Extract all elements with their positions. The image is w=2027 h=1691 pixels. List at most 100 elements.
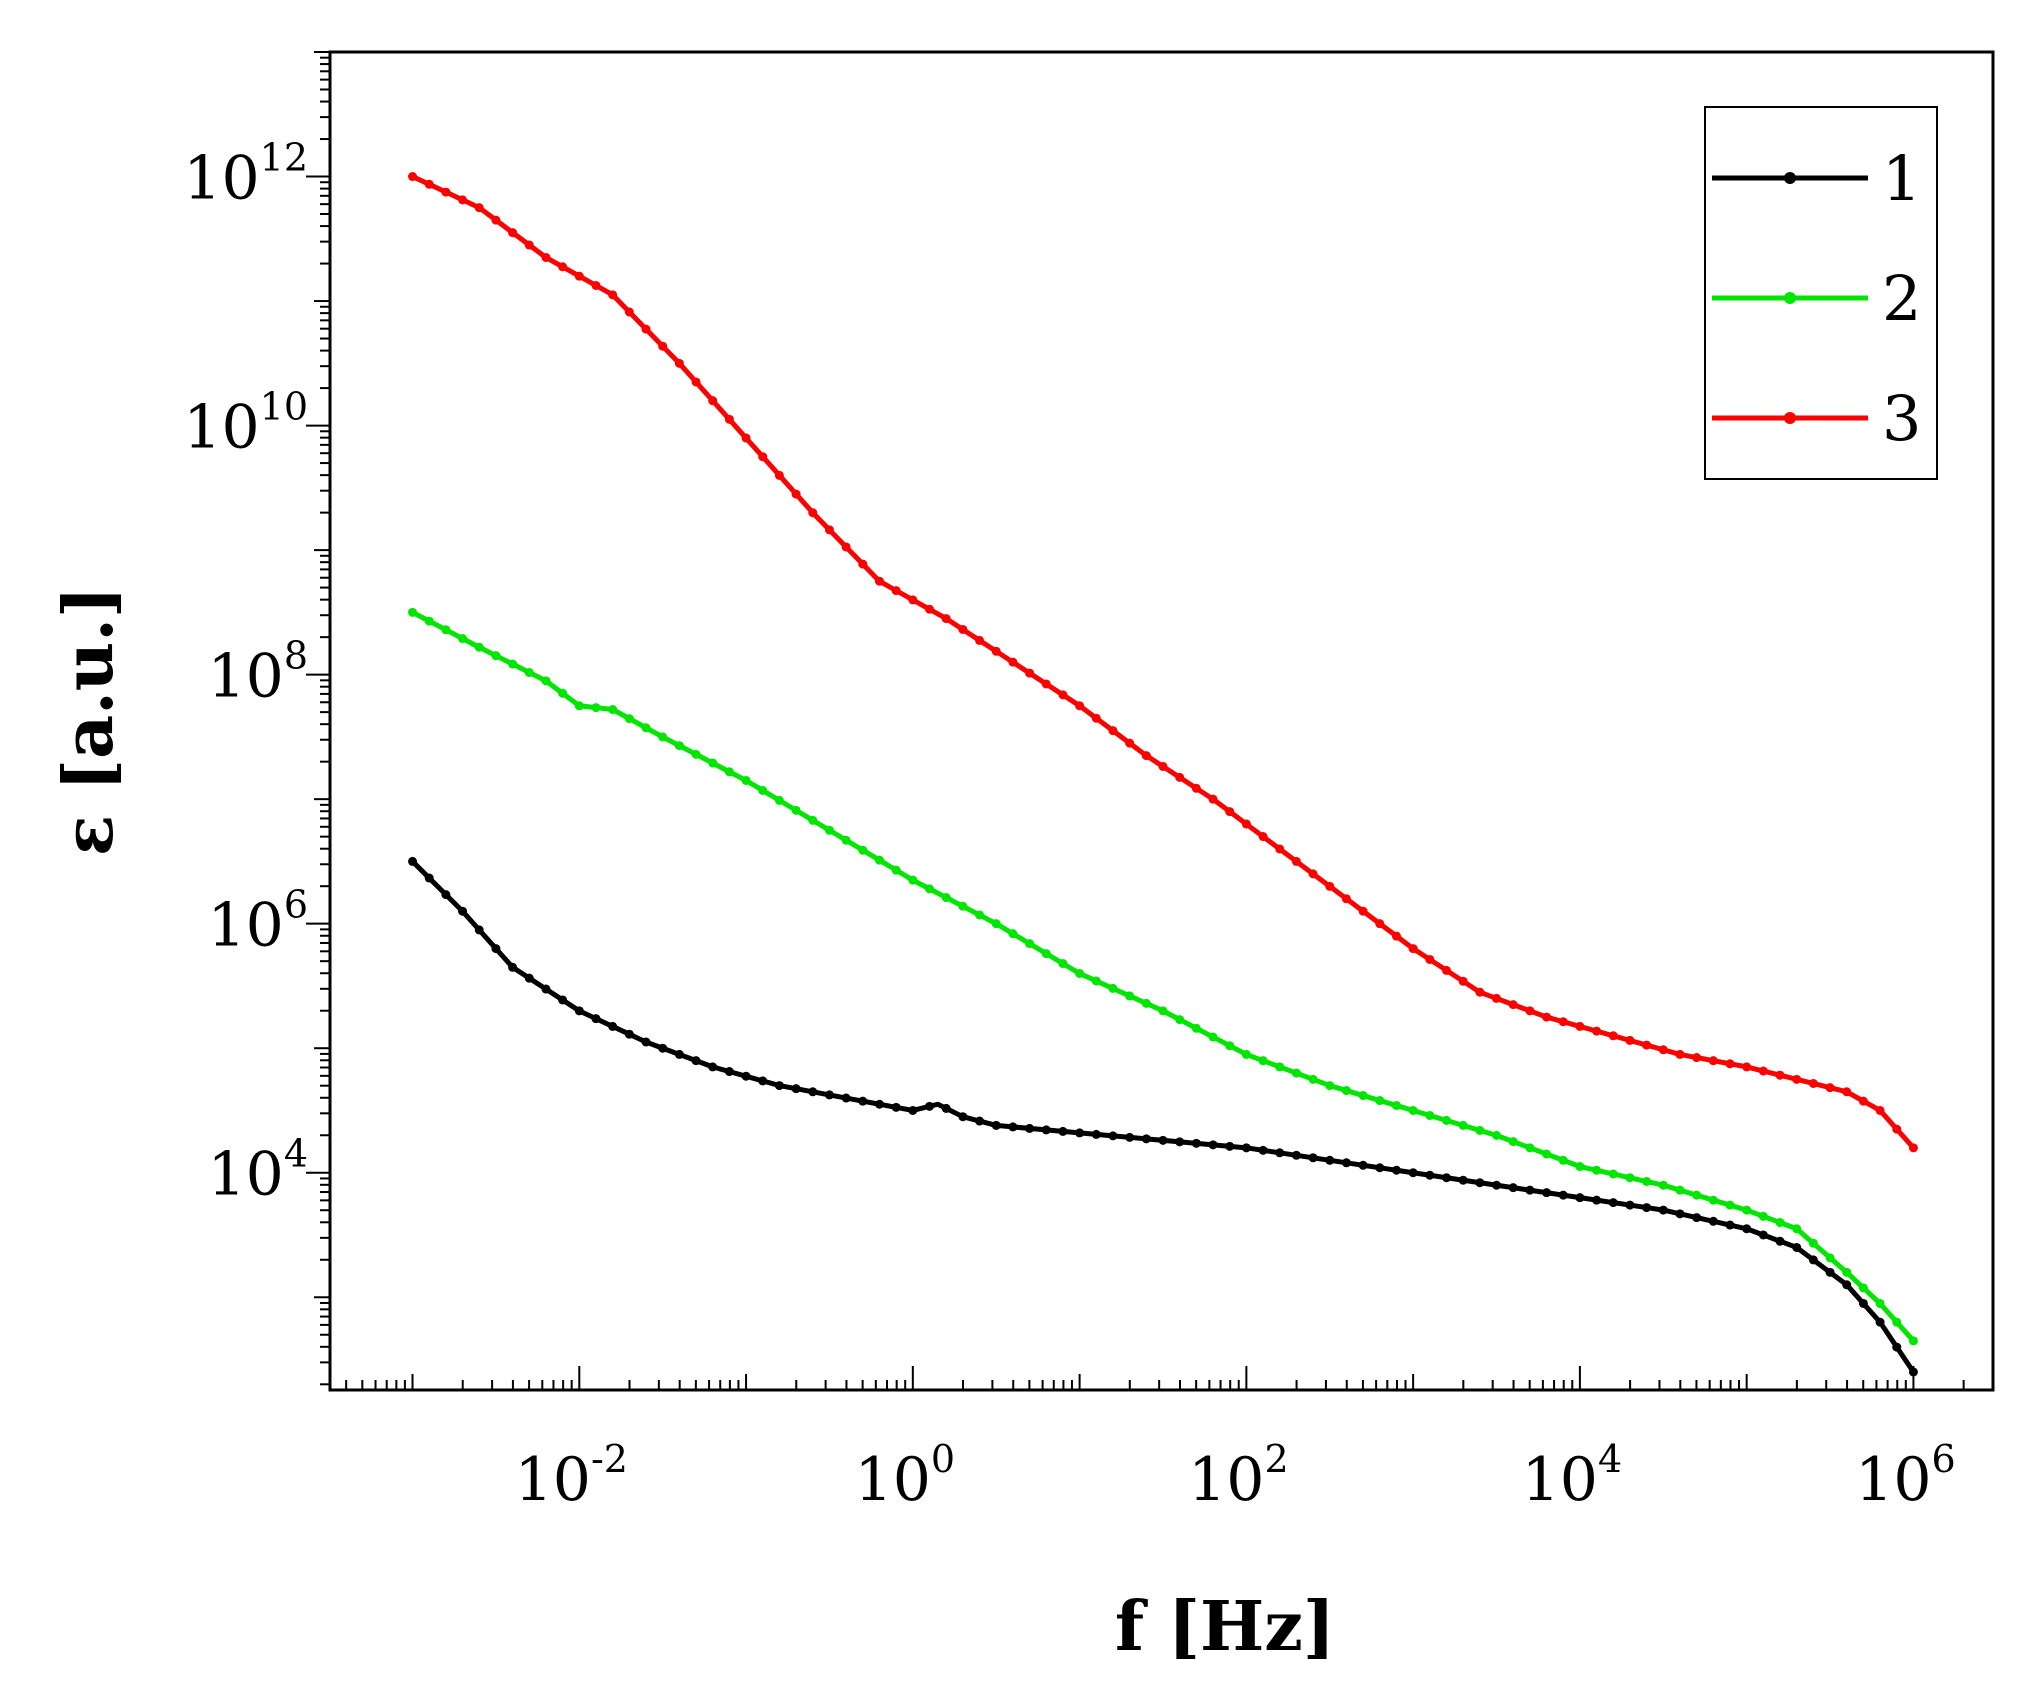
- series-2-point: [491, 651, 501, 661]
- series-3-point: [891, 586, 901, 596]
- series-1-point: [1408, 1168, 1418, 1178]
- series-2-point: [1241, 1049, 1251, 1059]
- series-1-point: [1775, 1236, 1785, 1246]
- series-3-point: [1592, 1026, 1602, 1036]
- series-2-point: [1075, 968, 1085, 978]
- series-1-point: [408, 856, 418, 866]
- series-1-point: [824, 1090, 834, 1100]
- series-1-point: [1125, 1132, 1135, 1142]
- series-3-point: [1091, 713, 1101, 723]
- series-1-point: [1258, 1145, 1268, 1155]
- x-tick-label-exponent: -2: [591, 1437, 628, 1481]
- series-2-point: [1308, 1074, 1318, 1084]
- series-3-point: [1008, 657, 1018, 667]
- legend-marker-1: [1784, 172, 1796, 184]
- series-2-point: [1441, 1115, 1451, 1125]
- series-2-point: [925, 884, 935, 894]
- legend-label-1: 1: [1882, 142, 1921, 215]
- series-1-point: [1792, 1242, 1802, 1252]
- series-2-point: [808, 815, 818, 825]
- series-2-point: [975, 910, 985, 920]
- series-3-point: [1792, 1074, 1802, 1084]
- y-tick-label-exponent: 12: [260, 136, 308, 180]
- series-1-point: [1208, 1140, 1218, 1150]
- series-3-point: [1658, 1045, 1668, 1055]
- series-3-point: [1108, 726, 1118, 736]
- x-tick-label-exponent: 6: [1932, 1437, 1956, 1481]
- series-3-point: [474, 203, 484, 213]
- series-2-point: [708, 758, 718, 768]
- series-3-point: [1908, 1143, 1918, 1153]
- series-2-point: [958, 901, 968, 911]
- series-3-point: [458, 195, 468, 205]
- series-1-point: [1692, 1213, 1702, 1223]
- series-2-point: [1642, 1176, 1652, 1186]
- series-2-point: [841, 835, 851, 845]
- series-3-point: [1742, 1062, 1752, 1072]
- series-1-point: [925, 1101, 935, 1111]
- series-2-point: [608, 704, 618, 714]
- series-3-point: [791, 489, 801, 499]
- series-2-point: [691, 749, 701, 759]
- series-1-point: [541, 984, 551, 994]
- series-2-point: [1692, 1190, 1702, 1200]
- y-tick-label: 1010: [183, 385, 308, 463]
- series-2-point: [1091, 976, 1101, 986]
- series-3-point: [724, 414, 734, 424]
- series-2-point: [1558, 1155, 1568, 1165]
- series-2-point: [1542, 1149, 1552, 1159]
- series-2-point: [941, 893, 951, 903]
- series-2-point: [1158, 1006, 1168, 1016]
- series-3-point: [1608, 1031, 1618, 1041]
- series-3-point: [1325, 881, 1335, 891]
- series-3-point: [541, 252, 551, 262]
- series-1-point: [1291, 1150, 1301, 1160]
- series-3-point: [1758, 1066, 1768, 1076]
- series-1-point: [1308, 1153, 1318, 1163]
- series-2-point: [1258, 1056, 1268, 1066]
- series-2-point: [441, 625, 451, 635]
- series-2-point: [1708, 1195, 1718, 1205]
- series-2-point: [1775, 1218, 1785, 1228]
- legend-marker-2: [1784, 292, 1796, 304]
- series-1-point: [1842, 1280, 1852, 1290]
- series-3-point: [1708, 1056, 1718, 1066]
- series-3-point: [1542, 1012, 1552, 1022]
- series-3-point: [624, 307, 634, 317]
- series-2-point: [791, 805, 801, 815]
- series-2-point: [1742, 1205, 1752, 1215]
- y-tick-label-base: 10: [183, 393, 259, 463]
- series-2-point: [1208, 1032, 1218, 1042]
- x-tick-label: 100: [855, 1437, 956, 1515]
- series-1-point: [1375, 1163, 1385, 1173]
- series-1-point: [1608, 1198, 1618, 1208]
- series-1-point: [1525, 1185, 1535, 1195]
- series-2-point: [1675, 1185, 1685, 1195]
- series-1-point: [1275, 1148, 1285, 1158]
- series-3-point: [1725, 1059, 1735, 1069]
- series-2-point: [474, 642, 484, 652]
- series-2-point: [524, 667, 534, 677]
- series-1-point: [908, 1105, 918, 1115]
- series-1-point: [1725, 1220, 1735, 1230]
- series-3-point: [524, 240, 534, 250]
- series-1-point: [1475, 1178, 1485, 1188]
- series-2-point: [458, 634, 468, 644]
- y-tick-label-exponent: 6: [284, 883, 308, 927]
- series-2-point: [1391, 1100, 1401, 1110]
- series-2-point: [891, 865, 901, 875]
- x-tick-label-base: 10: [1522, 1445, 1598, 1515]
- series-1-point: [1558, 1190, 1568, 1200]
- series-3-point: [941, 614, 951, 624]
- series-1-point: [1892, 1342, 1902, 1352]
- series-2-point: [424, 616, 434, 626]
- legend-label-3: 3: [1882, 382, 1921, 455]
- series-2-point: [858, 845, 868, 855]
- series-1-point: [474, 925, 484, 935]
- series-1-point: [1542, 1188, 1552, 1198]
- series-2-point: [558, 688, 568, 698]
- series-3-point: [491, 215, 501, 225]
